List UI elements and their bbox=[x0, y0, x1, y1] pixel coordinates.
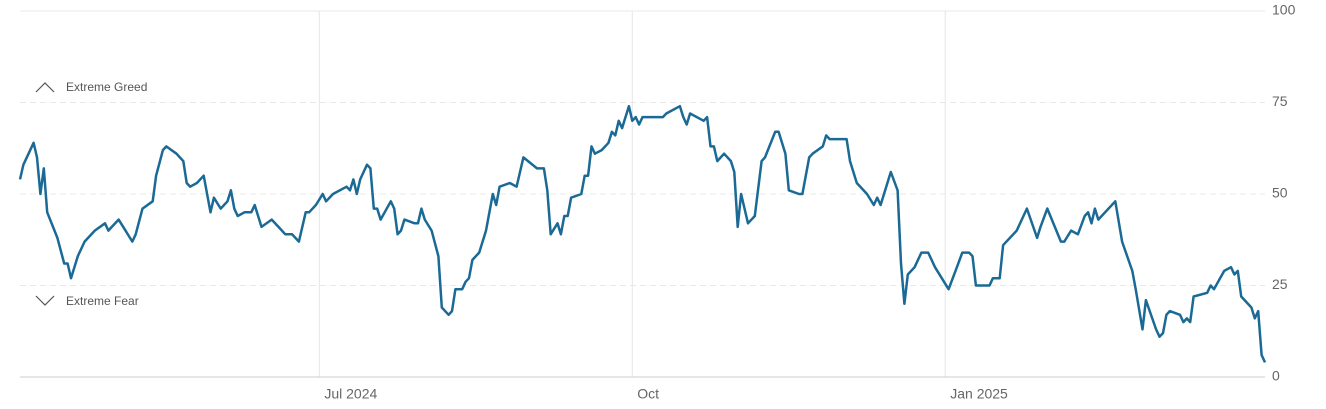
y-tick-label: 25 bbox=[1272, 276, 1288, 292]
fear-chevron bbox=[35, 295, 55, 306]
x-tick-label: Oct bbox=[637, 386, 659, 402]
line-series bbox=[18, 104, 1267, 363]
y-tick-label: 0 bbox=[1272, 368, 1280, 384]
x-tick-label: Jul 2024 bbox=[324, 386, 377, 402]
y-tick-label: 75 bbox=[1272, 93, 1288, 109]
annotation: Extreme Fear bbox=[66, 294, 139, 308]
x-tick-label: Jan 2025 bbox=[950, 386, 1008, 402]
y-tick-label: 100 bbox=[1272, 2, 1296, 18]
greed-chevron bbox=[35, 82, 55, 93]
annotation: Extreme Greed bbox=[66, 80, 147, 94]
y-tick-label: 50 bbox=[1272, 185, 1288, 201]
